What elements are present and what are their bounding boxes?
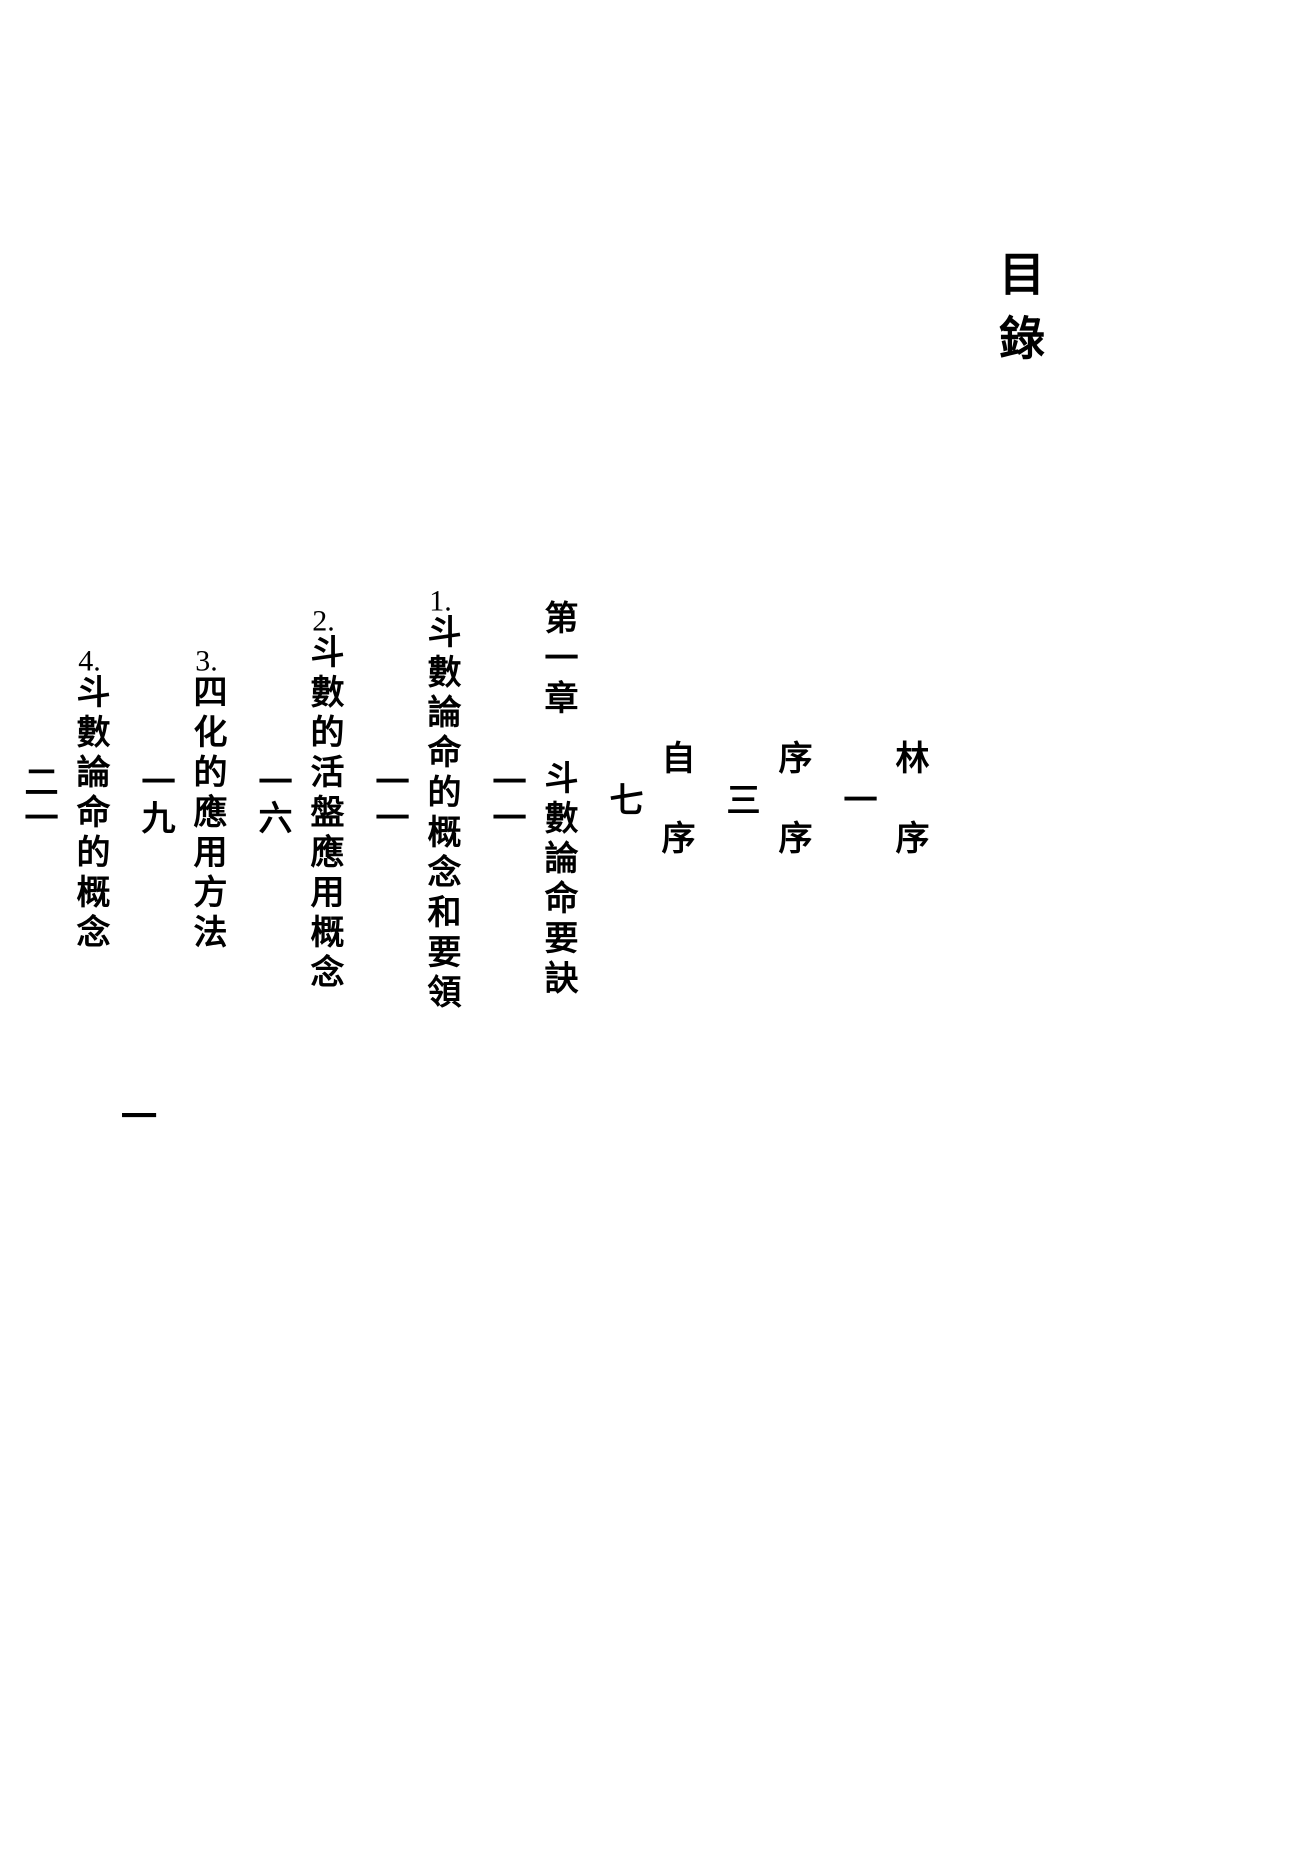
toc-entry-prefix: 2.: [307, 606, 340, 636]
toc-entry-text: 四化的應用方法: [188, 674, 225, 954]
toc-entry-label: 3.四化的應用方法: [182, 646, 231, 954]
toc-entry: 林 序一: [832, 210, 933, 1390]
toc-entry-text: 林 序: [890, 740, 927, 860]
toc-title: 目錄: [985, 250, 1051, 378]
toc-entry-label: 1.斗數論命的概念和要領: [416, 586, 465, 1014]
toc-entry-text: 斗數的活盤應用概念: [305, 634, 342, 994]
toc-entry-page: 三: [715, 782, 764, 818]
toc-entry-prefix: 3.: [190, 646, 223, 676]
toc-entry: 1.斗數論命的概念和要領一一: [364, 210, 465, 1390]
toc-entry-page: 一九: [130, 764, 179, 836]
toc-entry-text: 斗數論命的概念: [71, 674, 108, 954]
toc-container: 林 序一序 序三自 序七第一章 斗數論命要訣一一1.斗數論命的概念和要領一一2.…: [0, 210, 941, 1390]
toc-entry-label: 林 序: [884, 740, 933, 860]
toc-entry-label: 序 序: [767, 740, 816, 860]
toc-entry: 2.斗數的活盤應用概念一六: [247, 210, 348, 1390]
toc-entry-text: 序 序: [773, 740, 810, 860]
toc-entry-label: 2.斗數的活盤應用概念: [299, 606, 348, 994]
toc-entry-label: 第一章 斗數論命要訣: [533, 600, 582, 1000]
toc-entry-label: 自 序: [650, 740, 699, 860]
toc-entry-text: 自 序: [656, 740, 693, 860]
toc-entry: 自 序七: [598, 210, 699, 1390]
toc-entry-page: 一一: [481, 764, 530, 836]
document-page: 目錄 林 序一序 序三自 序七第一章 斗數論命要訣一一1.斗數論命的概念和要領一…: [251, 190, 1051, 1440]
page-number: 一: [121, 1088, 157, 1140]
toc-entry-page: 二一: [13, 764, 62, 836]
toc-entry-label: 4.斗數論命的概念: [65, 646, 114, 954]
toc-entry-page: 七: [598, 782, 647, 818]
toc-entry-page: 一: [832, 782, 881, 818]
toc-entry: 序 序三: [715, 210, 816, 1390]
toc-entry-prefix: 4.: [73, 646, 106, 676]
toc-entry-page: 一一: [364, 764, 413, 836]
toc-entry-text: 第一章 斗數論命要訣: [539, 600, 576, 1000]
toc-entry: 第一章 斗數論命要訣一一: [481, 210, 582, 1390]
toc-entry-page: 一六: [247, 764, 296, 836]
toc-entry-text: 斗數論命的概念和要領: [422, 614, 459, 1014]
toc-entry-prefix: 1.: [424, 586, 457, 616]
toc-entry: 3.四化的應用方法一九: [130, 210, 231, 1390]
toc-entry: 4.斗數論命的概念二一: [13, 210, 114, 1390]
